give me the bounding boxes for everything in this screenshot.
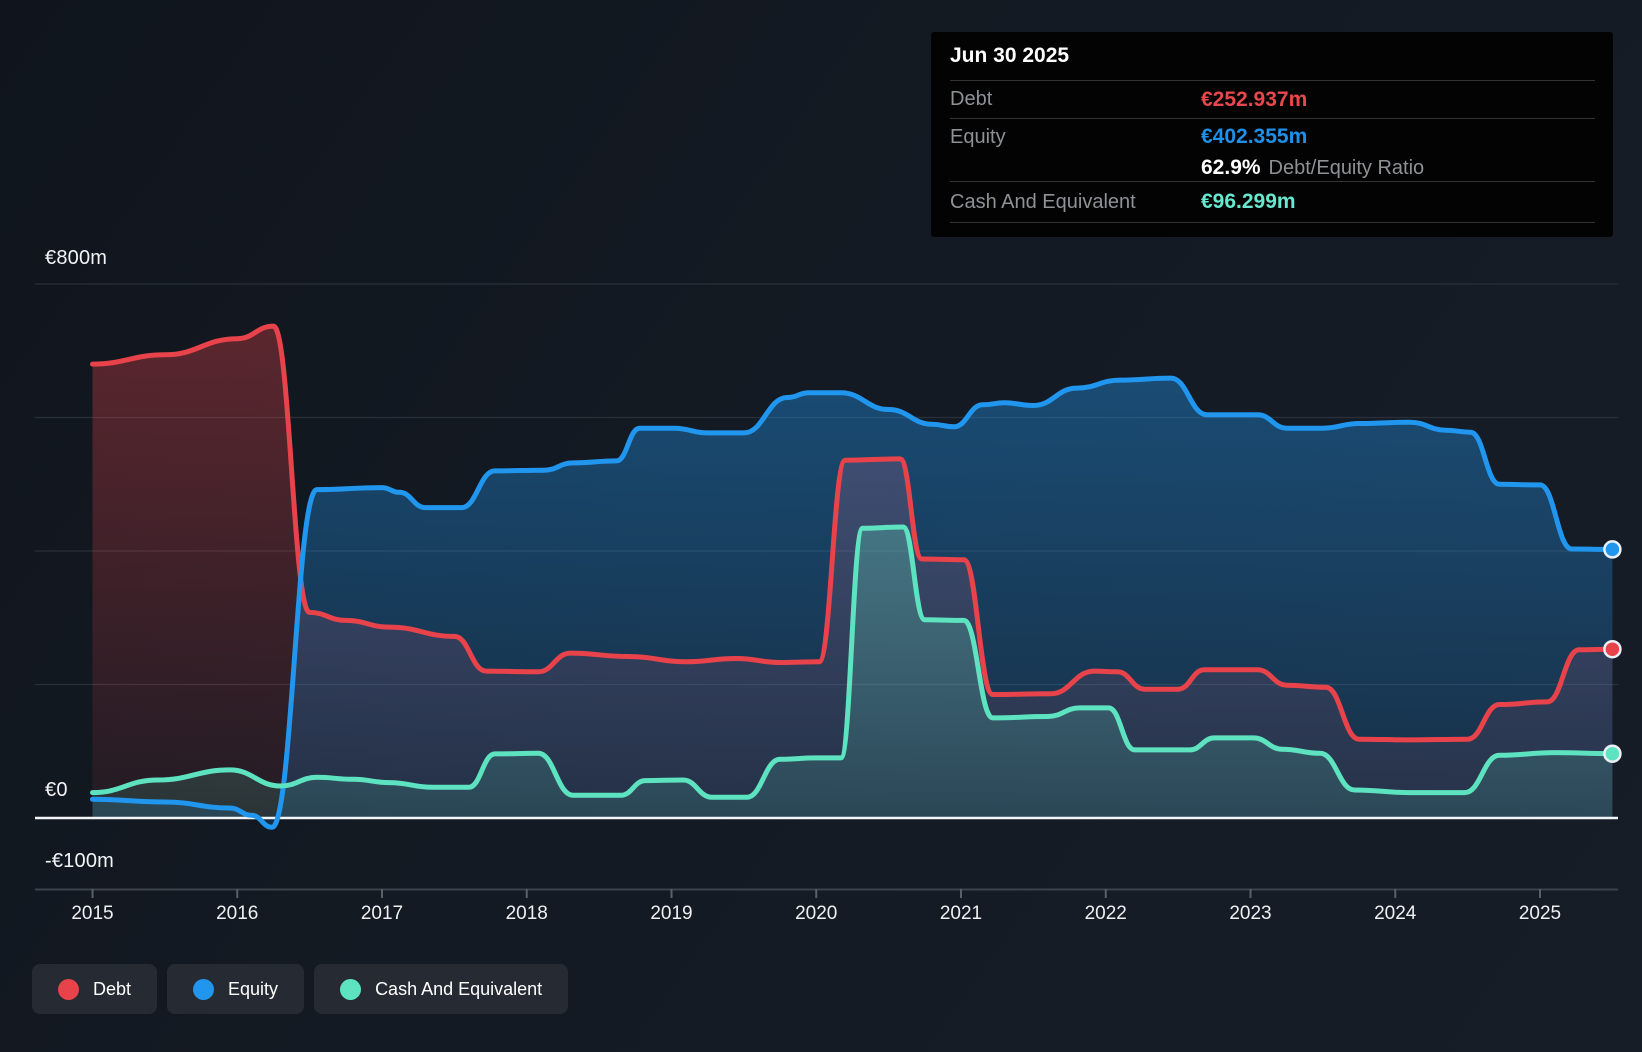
y-axis-label-0: €0 — [45, 779, 68, 801]
chart-tooltip: Jun 30 2025 Debt €252.937m Equity €402.3… — [931, 32, 1613, 237]
cash-dot-icon — [340, 978, 362, 1000]
tooltip-equity-label: Equity — [950, 125, 1006, 148]
debt-dot-icon — [58, 978, 79, 1000]
x-axis-label-2021: 2021 — [939, 903, 983, 924]
x-axis-label-2019: 2019 — [650, 903, 693, 924]
x-axis-label-2015: 2015 — [71, 903, 114, 924]
legend-debt-label: Debt — [93, 978, 132, 999]
x-axis-label-2023: 2023 — [1229, 903, 1272, 924]
tooltip-row-ratio: 62.9% Debt/Equity Ratio — [950, 155, 1595, 182]
tooltip-debt-value: €252.937m — [1201, 87, 1308, 111]
x-axis-label-2025: 2025 — [1518, 903, 1562, 924]
tooltip-cash-value: €96.299m — [1201, 190, 1296, 213]
legend-cash-label: Cash And Equivalent — [375, 978, 543, 999]
tooltip-ratio-value: 62.9% — [1201, 156, 1261, 179]
tooltip-debt-label: Debt — [950, 88, 993, 110]
y-axis-label-neg100m: -€100m — [45, 850, 115, 872]
tooltip-row-equity: Equity €402.355m — [950, 119, 1595, 155]
x-axis-label-2020: 2020 — [795, 903, 838, 924]
x-axis-label-2018: 2018 — [505, 903, 548, 924]
x-axis-label-2024: 2024 — [1374, 903, 1417, 924]
x-axis-label-2022: 2022 — [1084, 903, 1127, 924]
x-axis-label-2016: 2016 — [216, 903, 259, 924]
equity-dot-icon — [193, 978, 215, 1000]
tooltip-date: Jun 30 2025 — [950, 32, 1595, 81]
tooltip-row-debt: Debt €252.937m — [950, 81, 1595, 119]
tooltip-cash-label: Cash And Equivalent — [950, 190, 1136, 213]
x-axis-label-2017: 2017 — [360, 903, 404, 924]
tooltip-row-cash: Cash And Equivalent €96.299m — [950, 182, 1595, 223]
legend-item-debt[interactable]: Debt — [32, 964, 158, 1014]
chart-legend: Debt Equity Cash And Equivalent — [32, 964, 569, 1014]
legend-equity-label: Equity — [228, 978, 279, 999]
legend-item-equity[interactable]: Equity — [167, 964, 305, 1014]
y-axis-label-800m: €800m — [45, 247, 108, 269]
legend-item-cash[interactable]: Cash And Equivalent — [314, 964, 569, 1014]
tooltip-ratio-label: Debt/Equity Ratio — [1268, 157, 1425, 179]
tooltip-equity-value: €402.355m — [1201, 125, 1308, 148]
